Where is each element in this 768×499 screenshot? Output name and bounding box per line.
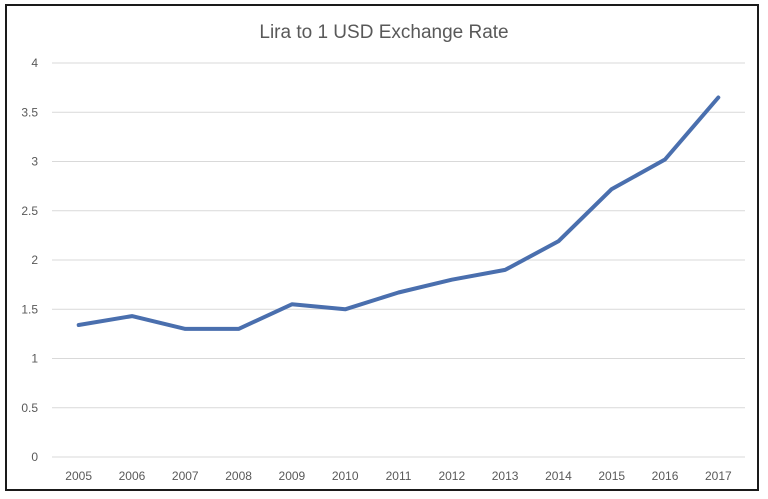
chart-title: Lira to 1 USD Exchange Rate bbox=[259, 22, 508, 43]
x-tick-label: 2008 bbox=[225, 469, 252, 483]
x-tick-label: 2014 bbox=[545, 469, 572, 483]
x-tick-label: 2005 bbox=[65, 469, 92, 483]
y-tick-label: 1.5 bbox=[21, 302, 38, 316]
y-tick-label: 2.5 bbox=[21, 204, 38, 218]
y-tick-label: 3.5 bbox=[21, 105, 38, 119]
x-tick-label: 2012 bbox=[438, 469, 465, 483]
x-tick-label: 2007 bbox=[172, 469, 199, 483]
y-tick-label: 0.5 bbox=[21, 401, 38, 415]
x-tick-label: 2010 bbox=[332, 469, 359, 483]
x-tick-label: 2009 bbox=[279, 469, 306, 483]
series-layer bbox=[76, 95, 721, 331]
x-axis-ticks: 2005 2006 2007 2008 2009 2010 2011 2012 2013 2014… bbox=[65, 469, 732, 483]
y-tick-label: 3 bbox=[31, 155, 38, 169]
y-tick-label: 4 bbox=[31, 56, 38, 70]
y-axis-ticks: 0 0.5 1 1.5 2 2.5 3 3.5 4 bbox=[21, 56, 38, 464]
x-tick-label: 2017 bbox=[705, 469, 732, 483]
series-line-0 bbox=[76, 95, 721, 331]
chart-frame bbox=[5, 4, 759, 491]
x-tick-label: 2011 bbox=[386, 469, 412, 483]
x-tick-label: 2006 bbox=[119, 469, 146, 483]
x-tick-label: 2015 bbox=[598, 469, 625, 483]
y-tick-label: 0 bbox=[31, 450, 38, 464]
y-tick-label: 2 bbox=[31, 253, 38, 267]
gridlines bbox=[52, 62, 745, 458]
x-tick-label: 2016 bbox=[652, 469, 679, 483]
y-tick-label: 1 bbox=[31, 352, 38, 366]
x-tick-label: 2013 bbox=[492, 469, 519, 483]
